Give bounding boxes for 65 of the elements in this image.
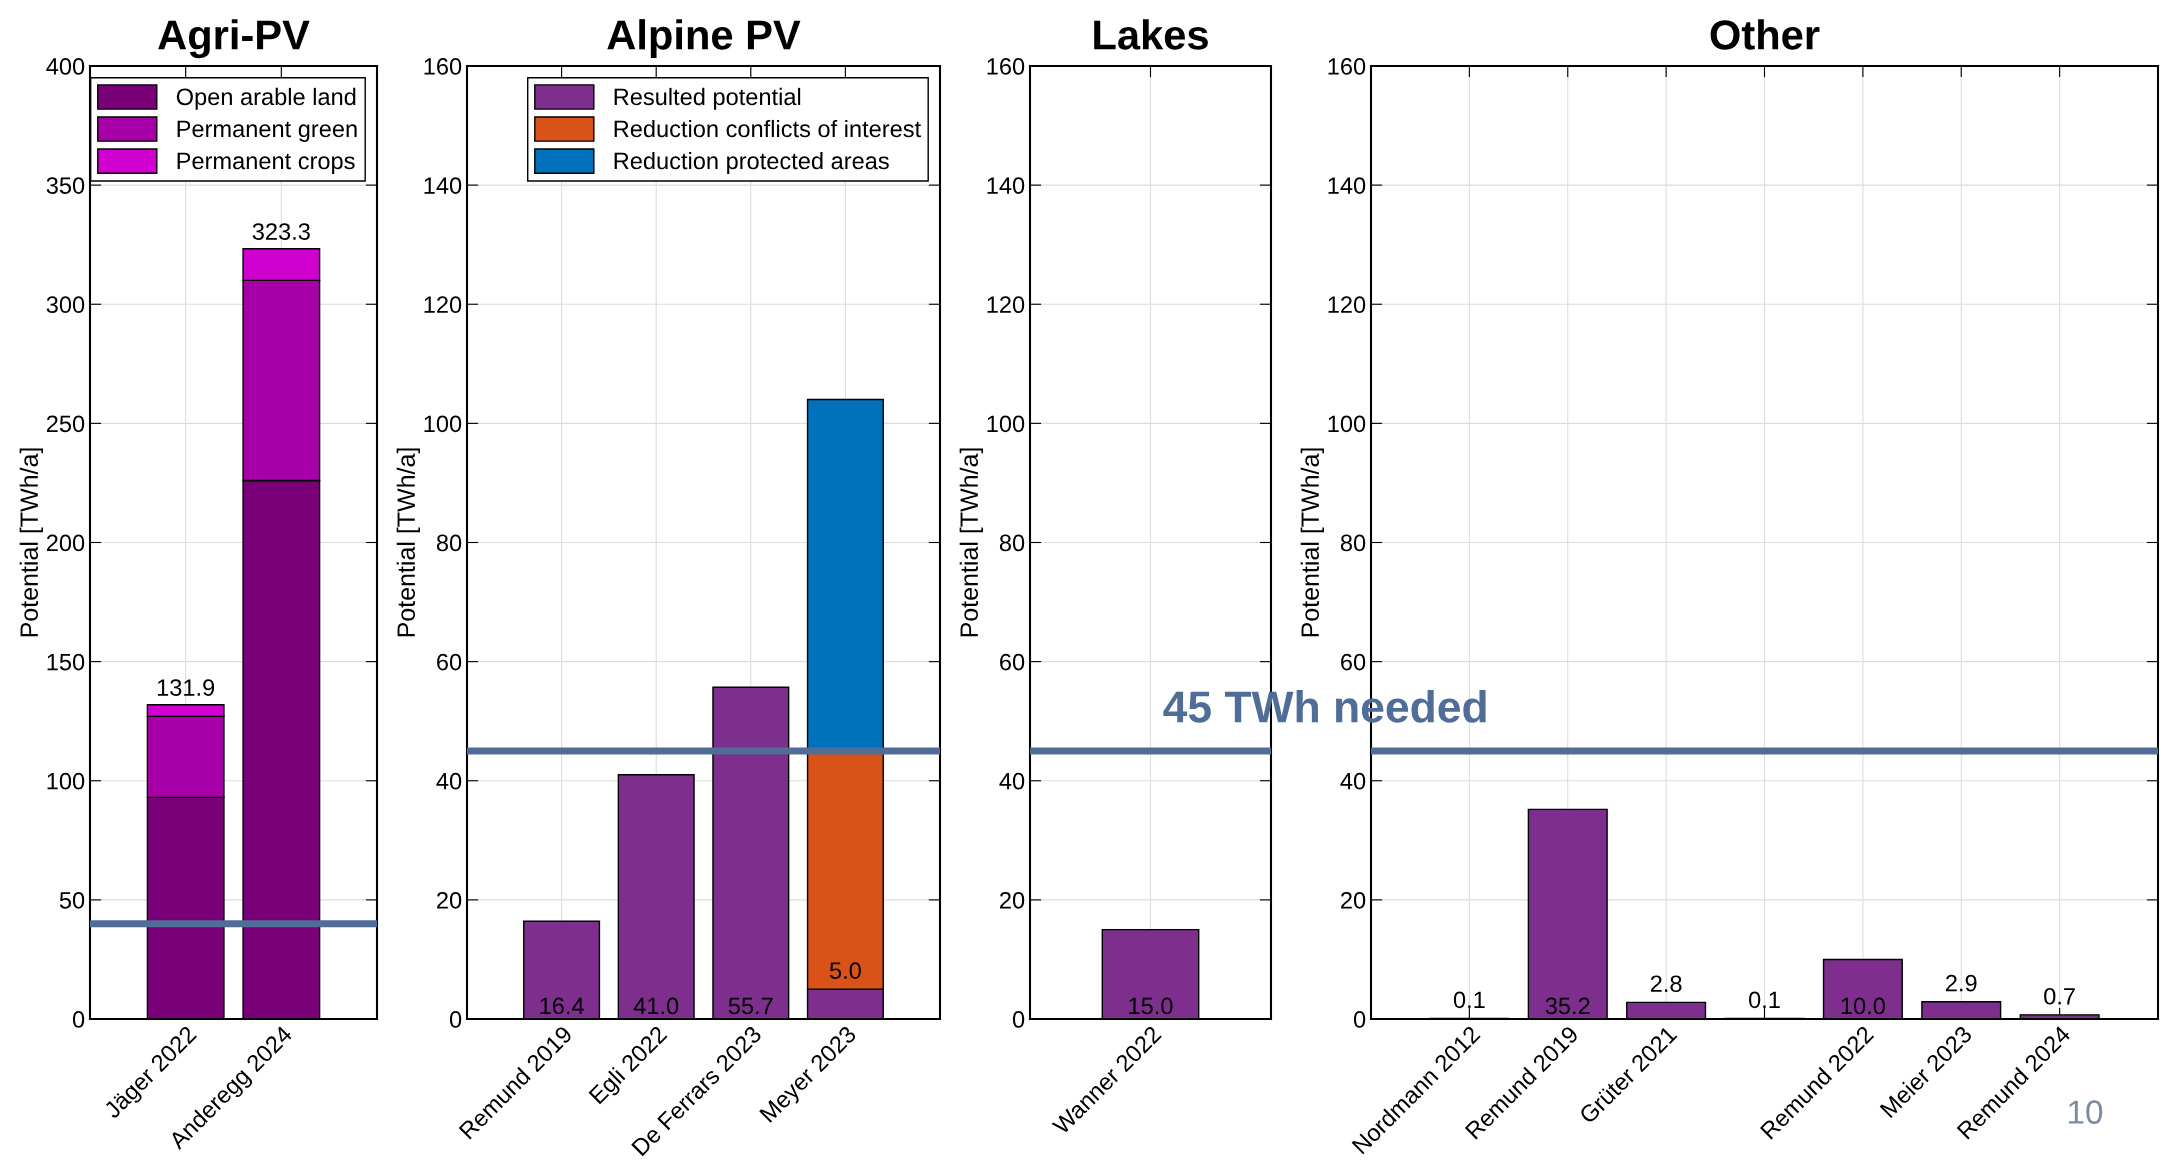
y-axis-title: Potential [TWh/a] <box>19 448 43 637</box>
data-label: 16.4 <box>540 997 584 1015</box>
legend-label: Reduction protected areas <box>614 151 889 174</box>
y-tick-label: 0 <box>1012 1011 1025 1028</box>
y-tick-label: 40 <box>436 772 462 790</box>
data-label: 0.1 <box>1749 991 1780 1009</box>
text: 10 <box>2069 1100 2103 1124</box>
y-tick-label: 50 <box>59 891 85 909</box>
y-axis-title: Potential [TWh/a] <box>396 448 420 637</box>
y-tick-label: 160 <box>424 58 462 75</box>
legend-label: Permanent crops <box>177 152 355 174</box>
data-label: 0.1 <box>1453 991 1485 1009</box>
legend-label: Permanent green <box>177 120 357 142</box>
y-tick-label: 400 <box>46 58 85 75</box>
data-label: 35.2 <box>1545 997 1590 1015</box>
y-tick-label: 80 <box>436 534 462 552</box>
y-tick-label: 300 <box>46 296 85 314</box>
y-tick-label: 80 <box>1340 534 1366 552</box>
y-tick-label: 350 <box>46 177 85 194</box>
data-label: 10.0 <box>1841 997 1885 1015</box>
y-tick-label: 100 <box>987 415 1025 433</box>
chart-title: Other <box>1710 19 1820 50</box>
y-tick-label: 0 <box>1353 1011 1366 1028</box>
y-tick-label: 120 <box>987 296 1025 314</box>
y-tick-label: 100 <box>424 415 462 433</box>
data-label: 15.0 <box>1129 997 1173 1015</box>
y-tick-label: 60 <box>1341 653 1366 671</box>
y-tick-label: 160 <box>987 58 1025 75</box>
y-tick-label: 250 <box>46 415 85 433</box>
y-tick-label: 60 <box>437 653 462 671</box>
y-tick-label: 200 <box>46 534 85 552</box>
y-tick-label: 0 <box>72 1011 85 1028</box>
y-tick-label: 0 <box>449 1011 462 1028</box>
y-tick-label: 140 <box>1328 177 1366 194</box>
legend-label: Resulted potential <box>614 87 801 110</box>
y-tick-label: 140 <box>987 177 1025 194</box>
data-label: 2.8 <box>1650 975 1682 993</box>
y-tick-label: 40 <box>1340 772 1366 790</box>
data-label: 5.0 <box>829 962 861 979</box>
total-label: 323.3 <box>252 223 310 240</box>
y-tick-label: 40 <box>999 772 1025 790</box>
y-tick-label: 120 <box>1328 296 1366 314</box>
y-tick-label: 60 <box>1000 653 1025 671</box>
y-axis-title: Potential [TWh/a] <box>959 448 983 637</box>
y-tick-label: 20 <box>1000 891 1025 909</box>
y-tick-label: 80 <box>999 534 1025 552</box>
y-tick-label: 20 <box>437 891 462 909</box>
y-tick-label: 100 <box>1328 415 1366 433</box>
y-axis-title: Potential [TWh/a] <box>1300 448 1324 637</box>
y-tick-label: 120 <box>424 296 462 314</box>
data-label: 41.0 <box>633 997 679 1015</box>
y-tick-label: 140 <box>424 177 462 194</box>
data-label: 55.7 <box>728 997 773 1015</box>
y-tick-label: 20 <box>1341 891 1366 909</box>
data-label: 2.9 <box>1946 974 1977 992</box>
legend-label: Open arable land <box>176 87 356 110</box>
chart-title: Agri-PV <box>158 19 310 59</box>
total-label: 131.9 <box>157 679 215 696</box>
y-tick-label: 100 <box>47 772 85 790</box>
chart-title: Lakes <box>1094 19 1208 50</box>
y-tick-label: 160 <box>1328 58 1366 75</box>
y-tick-label: 150 <box>47 653 85 671</box>
data-label: 0.7 <box>2044 987 2075 1005</box>
chart-title: Alpine PV <box>607 19 801 58</box>
legend-label: Reduction conflicts of interest <box>614 119 921 138</box>
